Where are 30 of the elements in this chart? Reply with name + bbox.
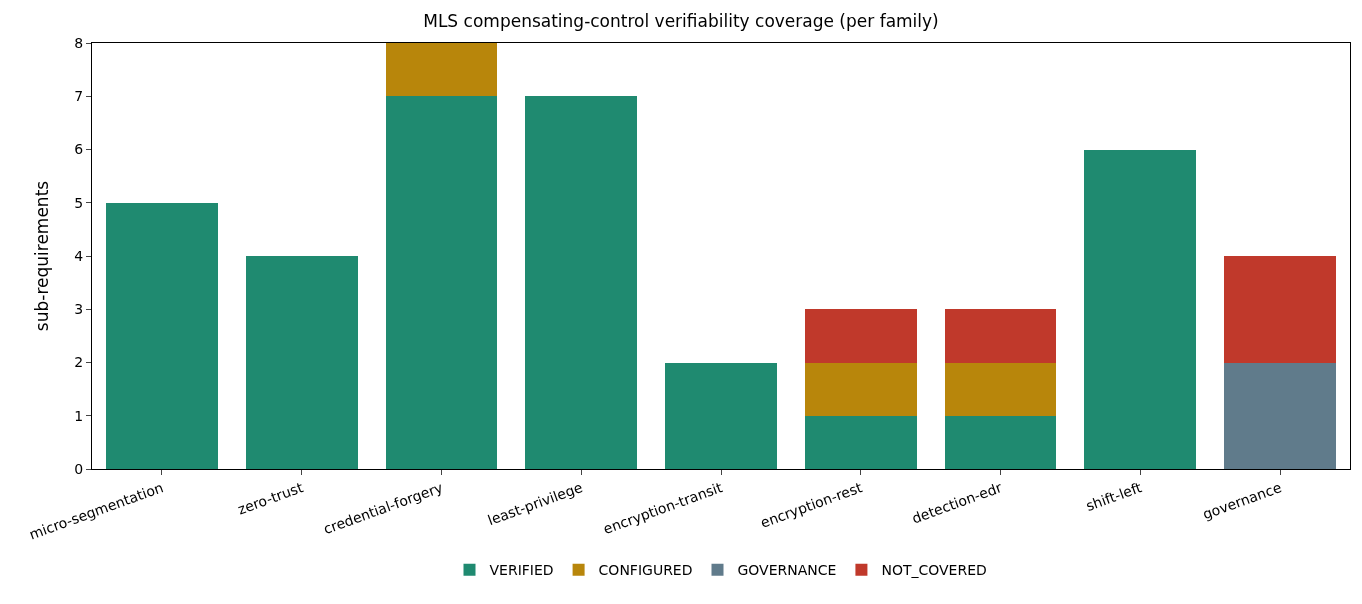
bar: [804, 362, 917, 416]
legend-label: NOT_COVERED: [881, 562, 987, 579]
y-axis-title: sub-requirements: [32, 180, 52, 332]
bar: [1224, 362, 1337, 469]
y-tick-label: 7: [74, 88, 84, 105]
bar: [665, 362, 777, 469]
y-tick-label: 2: [74, 354, 84, 371]
y-tick-label: 5: [74, 194, 84, 211]
bar: [105, 202, 218, 469]
chart-title: MLS compensating-control verifiability coverage (per family): [423, 11, 939, 31]
legend-label: GOVERNANCE: [737, 562, 837, 579]
y-tick-label: 3: [74, 301, 84, 318]
bar: [804, 415, 917, 469]
bar: [385, 43, 498, 97]
y-tick-label: 1: [74, 407, 84, 424]
legend-label: VERIFIED: [489, 562, 554, 579]
bar: [245, 256, 358, 469]
legend-label: CONFIGURED: [598, 562, 693, 579]
y-tick-label: 6: [74, 141, 84, 158]
bar: [525, 96, 638, 469]
y-tick-label: 0: [74, 460, 84, 477]
y-tick-label: 4: [74, 247, 84, 264]
bar: [944, 362, 1057, 416]
bar: [1084, 149, 1197, 469]
bar: [944, 309, 1057, 363]
y-tick-label: 8: [74, 34, 84, 51]
bar: [944, 415, 1057, 469]
bar: [1224, 256, 1337, 363]
bar: [385, 96, 498, 469]
bar: [804, 309, 917, 363]
